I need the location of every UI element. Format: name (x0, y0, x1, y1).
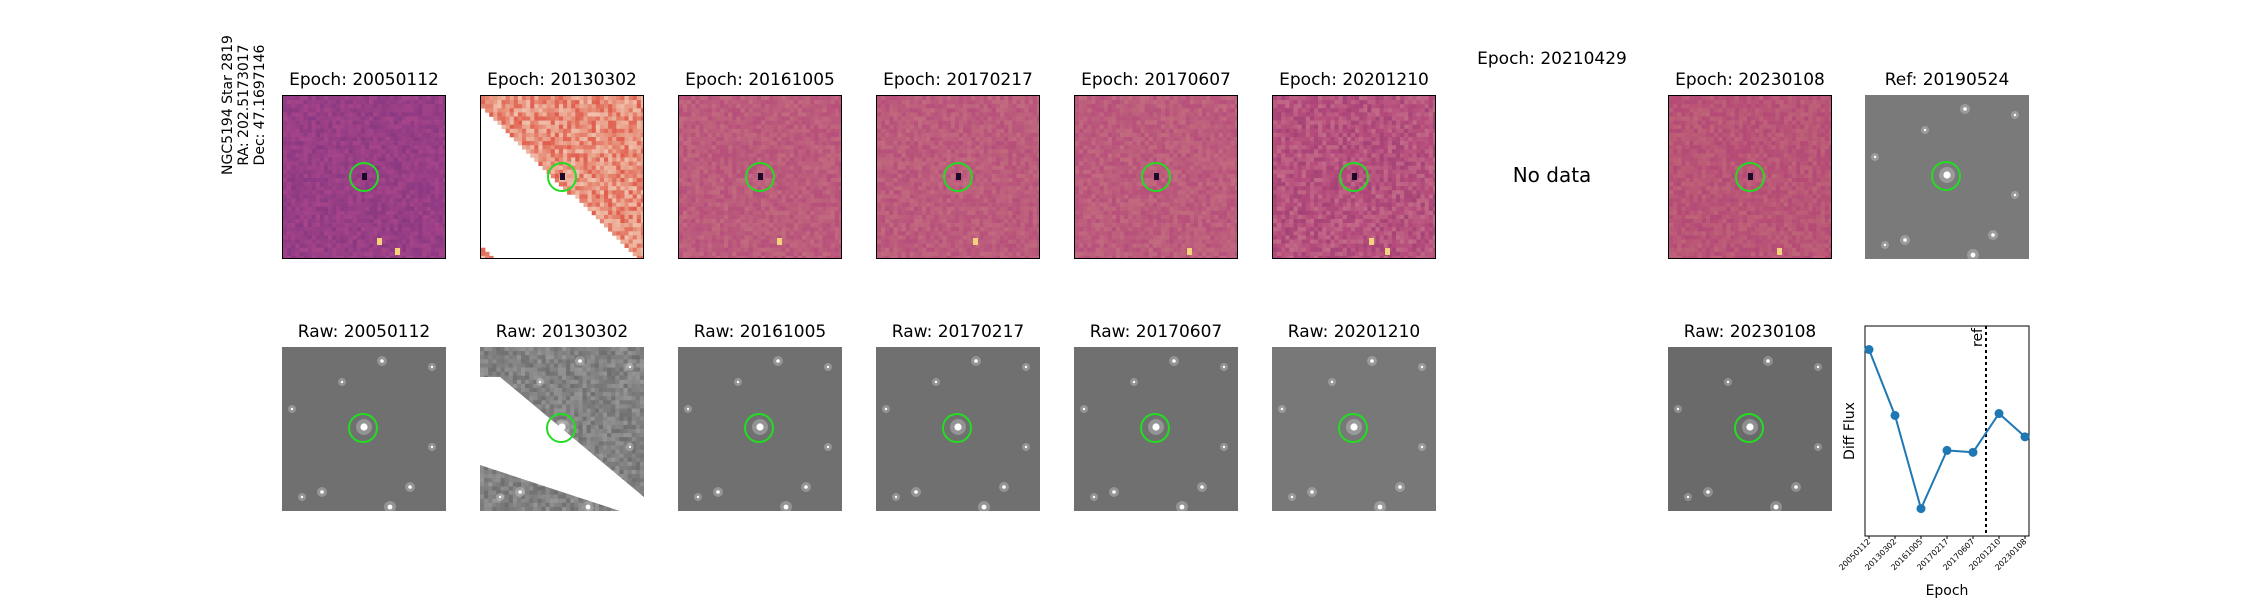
aperture-circle (348, 413, 378, 443)
diff-title-3: Epoch: 20161005 (685, 70, 835, 90)
x-axis-label: Epoch (1926, 583, 1969, 599)
data-point-20050112 (1864, 345, 1874, 355)
plot-frame (1864, 325, 2030, 537)
aperture-circle (1339, 162, 1369, 192)
aperture-circle (546, 413, 576, 443)
no-data-label: No data (1512, 163, 1592, 187)
diff-panel-20230108 (1668, 95, 1832, 259)
raw-title-2: Raw: 20130302 (495, 322, 629, 342)
raw-panel-20170217 (876, 347, 1040, 511)
star-ra: RA: 202.5173017 (236, 44, 252, 166)
diff-panel-20130302 (480, 95, 644, 259)
aperture-circle (1735, 162, 1765, 192)
raw-title-1: Raw: 20050112 (297, 322, 431, 342)
aperture-circle (1141, 162, 1171, 192)
aperture-circle (1338, 413, 1368, 443)
raw-title-7: Raw: 20230108 (1683, 322, 1817, 342)
series-line (1868, 349, 2026, 512)
aperture-circle (349, 162, 379, 192)
raw-panel-20161005 (678, 347, 842, 511)
ref-marker-label: ref (1970, 327, 1986, 347)
diff-title-4: Epoch: 20170217 (883, 70, 1033, 90)
data-point-20201210 (1994, 409, 2004, 419)
star-dec: Dec: 47.1697146 (252, 44, 268, 166)
raw-panel-20230108 (1668, 347, 1832, 511)
diff-title-1: Epoch: 20050112 (289, 70, 439, 90)
raw-title-5: Raw: 20170607 (1089, 322, 1223, 342)
diff-title-6: Epoch: 20201210 (1279, 70, 1429, 90)
diff-title-7: Epoch: 20210429 (1477, 49, 1627, 69)
y-axis-label: Diff Flux (1842, 402, 1858, 460)
raw-panel-20130302 (480, 347, 644, 511)
data-point-20170607 (1968, 447, 1978, 457)
diff-panel-20170217 (876, 95, 1040, 259)
diff-panel-20161005 (678, 95, 842, 259)
diff-panel-20050112 (282, 95, 446, 259)
raw-panel-20170607 (1074, 347, 1238, 511)
data-point-20161005 (1916, 504, 1926, 514)
raw-panel-20201210 (1272, 347, 1436, 511)
diff-title-2: Epoch: 20130302 (487, 70, 637, 90)
diff-panel-20201210 (1272, 95, 1436, 259)
aperture-circle (1140, 413, 1170, 443)
data-point-20230108 (2020, 432, 2030, 442)
star-info-label: NGC5194 Star 2819 RA: 202.5173017 Dec: 4… (220, 35, 268, 176)
ref-title: Ref: 20190524 (1884, 70, 2010, 90)
diff-title-8: Epoch: 20230108 (1675, 70, 1825, 90)
aperture-circle (1734, 413, 1764, 443)
aperture-circle (744, 413, 774, 443)
data-point-20170217 (1942, 445, 1952, 455)
raw-title-4: Raw: 20170217 (891, 322, 1025, 342)
diff-title-5: Epoch: 20170607 (1081, 70, 1231, 90)
star-name: NGC5194 Star 2819 (220, 35, 236, 175)
data-point-20130302 (1890, 410, 1900, 420)
diff-flux-light-curve: ref2005011220130302201610052017021720170… (1837, 325, 2030, 599)
aperture-circle (942, 413, 972, 443)
reference-image-panel (1865, 95, 2029, 259)
aperture-circle (547, 162, 577, 192)
diff-panel-20170607 (1074, 95, 1238, 259)
raw-title-6: Raw: 20201210 (1287, 322, 1421, 342)
raw-panel-20050112 (282, 347, 446, 511)
aperture-circle (745, 162, 775, 192)
aperture-circle (943, 162, 973, 192)
aperture-circle (1931, 161, 1961, 191)
raw-title-3: Raw: 20161005 (693, 322, 827, 342)
